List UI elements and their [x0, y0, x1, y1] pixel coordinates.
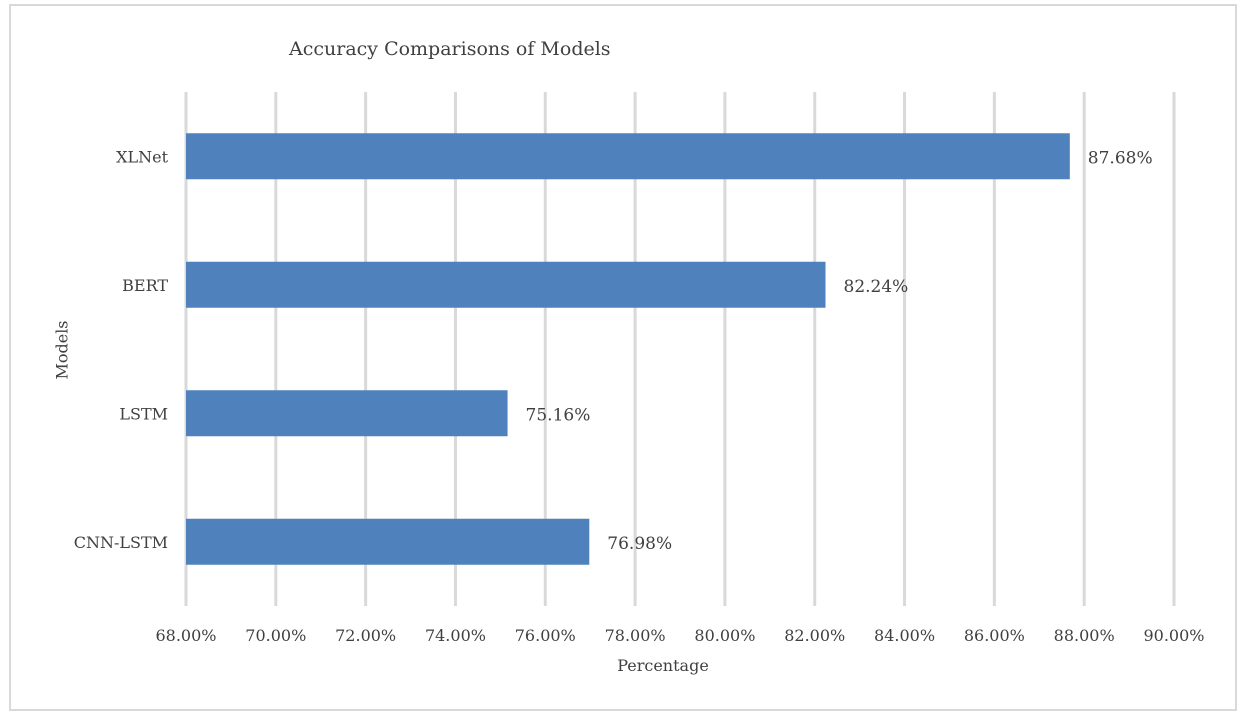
x-tick-label-1: 70.00% [245, 626, 306, 645]
y-category-label-2: LSTM [119, 404, 168, 423]
chart-frame [9, 4, 1237, 711]
y-axis-title: Models [52, 320, 72, 380]
data-label-1: 82.24% [844, 277, 909, 297]
x-tick-label-8: 84.00% [874, 626, 935, 645]
x-axis-title: Percentage [617, 656, 709, 675]
data-label-3: 76.98% [607, 534, 672, 554]
y-category-label-1: BERT [122, 276, 168, 295]
bar-cnn-lstm [186, 518, 590, 565]
x-tick-label-6: 80.00% [694, 626, 755, 645]
x-tick-label-4: 76.00% [515, 626, 576, 645]
bar-xlnet [186, 133, 1070, 180]
x-tick-label-5: 78.00% [605, 626, 666, 645]
data-label-0: 87.68% [1088, 148, 1153, 168]
bar-lstm [186, 390, 508, 437]
y-category-label-3: CNN-LSTM [74, 533, 168, 552]
y-category-label-0: XLNet [116, 147, 168, 166]
chart-title: Accuracy Comparisons of Models [289, 38, 611, 60]
data-label-2: 75.16% [526, 405, 591, 425]
x-tick-label-9: 86.00% [964, 626, 1025, 645]
x-tick-label-11: 90.00% [1143, 626, 1204, 645]
x-tick-label-3: 74.00% [425, 626, 486, 645]
x-tick-label-10: 88.00% [1054, 626, 1115, 645]
bar-bert [186, 261, 826, 308]
x-tick-label-7: 82.00% [784, 626, 845, 645]
x-tick-label-2: 72.00% [335, 626, 396, 645]
x-tick-label-0: 68.00% [155, 626, 216, 645]
